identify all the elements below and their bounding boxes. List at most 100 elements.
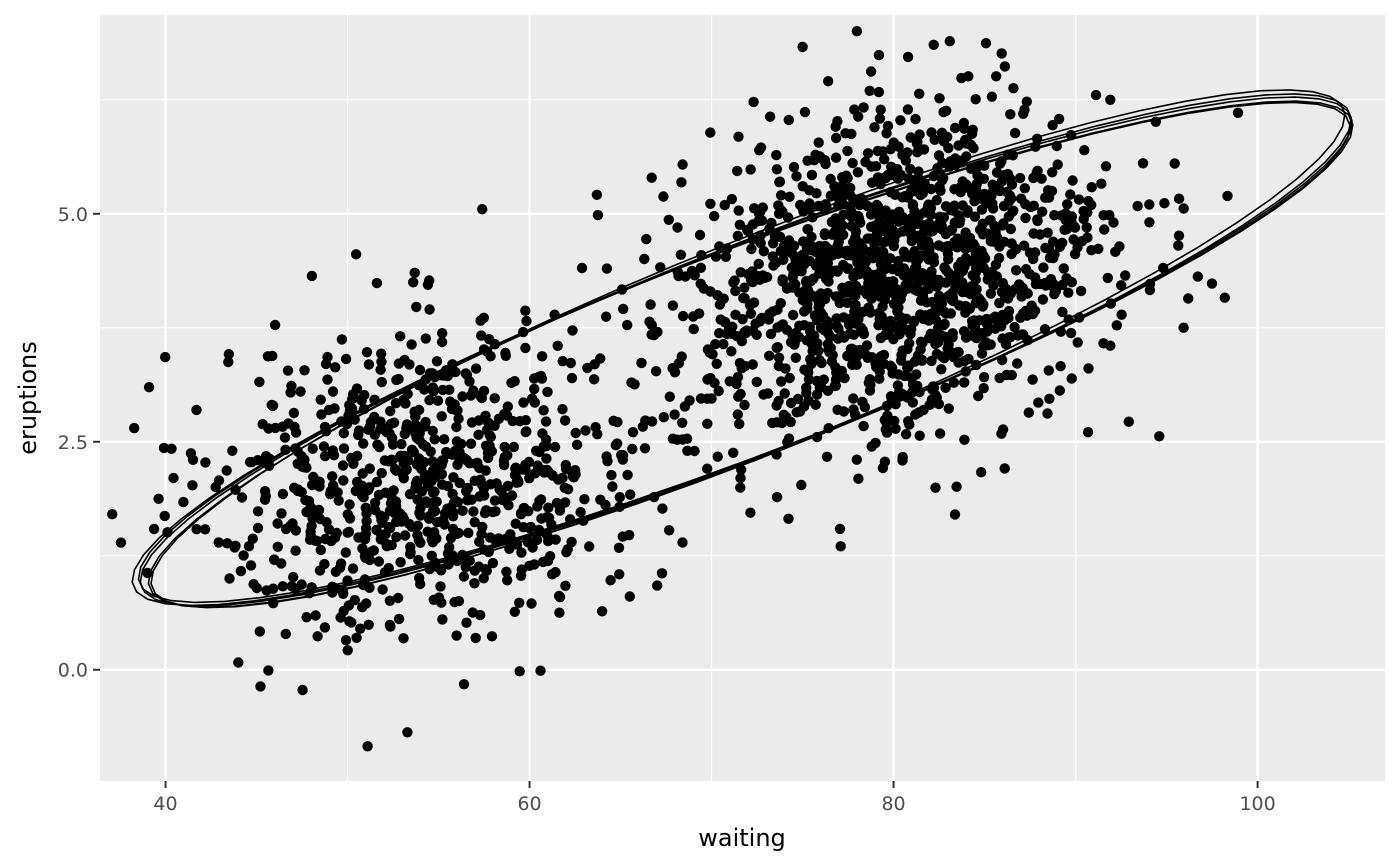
- data-point: [482, 452, 494, 464]
- data-point: [409, 267, 420, 278]
- data-point: [712, 451, 723, 462]
- data-point: [990, 323, 1001, 334]
- data-point: [567, 325, 578, 336]
- data-point: [974, 224, 986, 235]
- data-point: [375, 364, 386, 375]
- data-point: [480, 564, 491, 575]
- data-point: [800, 285, 811, 296]
- data-point: [728, 447, 739, 458]
- data-point: [227, 445, 238, 456]
- data-point: [393, 613, 405, 625]
- data-point: [312, 631, 323, 642]
- data-point: [263, 665, 274, 676]
- data-point: [679, 401, 691, 412]
- data-point: [821, 273, 832, 285]
- data-point: [315, 394, 326, 405]
- data-point: [948, 377, 960, 388]
- data-point: [831, 367, 842, 378]
- data-point: [783, 433, 795, 444]
- data-point: [380, 529, 391, 540]
- data-point: [1054, 385, 1066, 396]
- data-point: [1083, 363, 1094, 374]
- data-point: [677, 310, 689, 322]
- data-point: [1032, 215, 1043, 227]
- data-point: [521, 315, 532, 327]
- data-point: [854, 344, 866, 356]
- data-point: [557, 472, 568, 484]
- data-point: [487, 557, 499, 569]
- data-point: [529, 559, 540, 570]
- data-point: [429, 527, 440, 538]
- data-point: [268, 583, 279, 594]
- data-point: [229, 542, 240, 553]
- data-point: [411, 459, 423, 470]
- data-point: [236, 492, 248, 503]
- data-point: [951, 481, 962, 492]
- data-point: [1049, 289, 1060, 300]
- data-point: [857, 285, 869, 296]
- data-point: [562, 484, 574, 495]
- data-point: [1099, 224, 1110, 235]
- data-point: [1028, 200, 1040, 211]
- data-point: [966, 128, 978, 139]
- data-point: [502, 575, 513, 586]
- data-point: [1144, 199, 1155, 210]
- data-point: [658, 191, 669, 202]
- data-point: [1005, 109, 1016, 120]
- data-point: [922, 200, 934, 212]
- data-point: [677, 537, 688, 548]
- data-point: [395, 450, 406, 461]
- data-point: [906, 212, 918, 223]
- data-point: [908, 315, 920, 326]
- data-point: [387, 439, 399, 450]
- data-point: [254, 626, 265, 637]
- data-point: [857, 396, 868, 408]
- data-point: [376, 376, 387, 388]
- data-point: [669, 409, 680, 420]
- data-point: [781, 411, 792, 423]
- data-point: [930, 482, 941, 493]
- data-point: [1005, 223, 1016, 235]
- data-point: [912, 136, 923, 148]
- data-point: [875, 259, 887, 270]
- data-point: [419, 384, 430, 395]
- data-point: [213, 537, 224, 548]
- data-point: [745, 507, 756, 518]
- data-point: [748, 96, 759, 108]
- data-point: [500, 350, 511, 361]
- data-point: [787, 309, 799, 321]
- data-point: [1083, 195, 1094, 207]
- data-point: [1043, 365, 1055, 376]
- data-point: [1023, 407, 1034, 418]
- data-point: [602, 456, 613, 467]
- data-point: [199, 524, 211, 535]
- data-point: [342, 527, 353, 538]
- data-point: [579, 494, 590, 505]
- data-point: [855, 258, 866, 270]
- data-point: [1055, 361, 1066, 372]
- data-point: [398, 467, 409, 478]
- data-point: [520, 415, 531, 426]
- data-point: [790, 253, 801, 265]
- data-point: [364, 554, 375, 566]
- data-point: [1044, 252, 1056, 263]
- data-point: [656, 568, 668, 579]
- data-point: [316, 409, 327, 420]
- data-point: [618, 303, 629, 315]
- data-point: [535, 494, 547, 505]
- data-point: [875, 332, 887, 344]
- data-point: [969, 241, 980, 252]
- data-point: [529, 383, 540, 395]
- data-point: [348, 458, 359, 469]
- data-point: [971, 332, 982, 344]
- data-point: [845, 182, 856, 194]
- data-point: [1159, 198, 1170, 209]
- data-point: [419, 469, 431, 480]
- data-point: [1219, 292, 1231, 303]
- data-point: [340, 635, 352, 646]
- data-point: [738, 292, 749, 304]
- data-point: [306, 270, 318, 282]
- data-point: [830, 380, 841, 391]
- data-point: [423, 511, 435, 522]
- data-point: [622, 469, 633, 481]
